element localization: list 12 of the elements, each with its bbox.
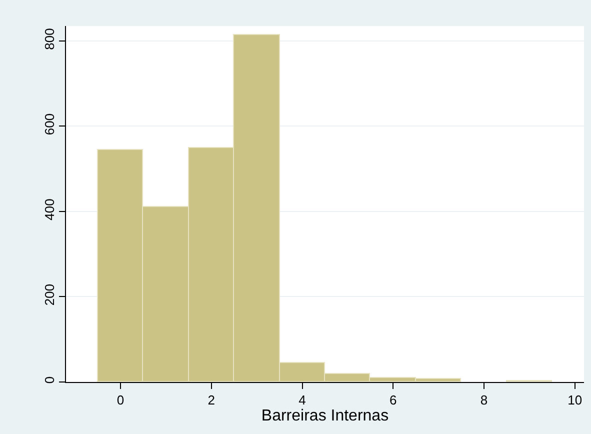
x-tick-label: 6 — [390, 392, 397, 408]
x-tick-label: 0 — [116, 392, 124, 408]
x-axis-title: Barreiras Internas — [261, 408, 389, 425]
x-tick-label: 4 — [298, 392, 306, 408]
y-tick-label: 0 — [42, 376, 57, 384]
y-tick-label: 400 — [42, 198, 57, 220]
y-tick-label: 800 — [42, 28, 57, 50]
x-tick-label: 8 — [480, 392, 488, 408]
y-tick-label: 200 — [42, 284, 57, 306]
x-tick-label: 10 — [568, 392, 582, 408]
y-tick-label: 600 — [42, 113, 57, 136]
x-tick-label: 2 — [208, 392, 216, 408]
